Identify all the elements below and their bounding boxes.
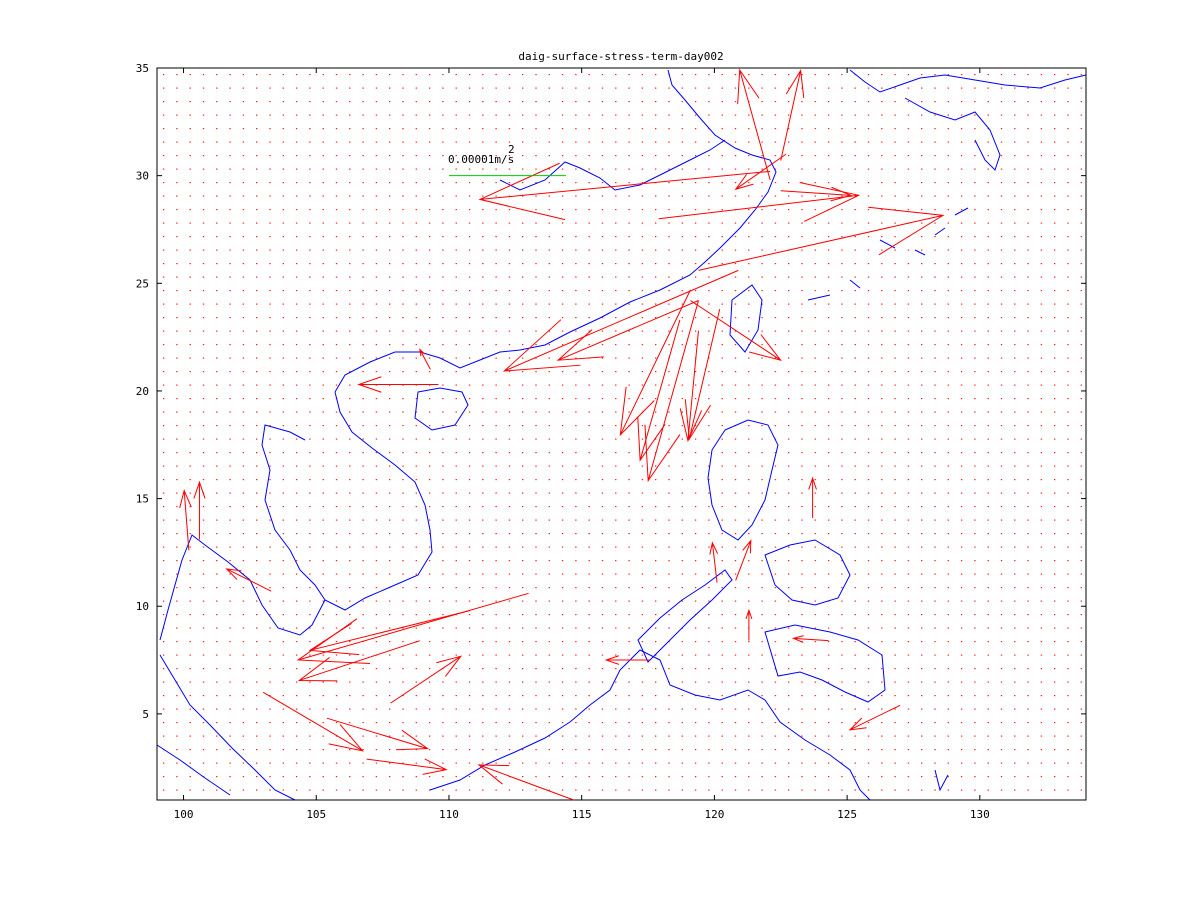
x-tick-label: 120 [704, 808, 724, 821]
vector-arrow [709, 541, 719, 583]
vector-arrow [477, 764, 574, 801]
coastline [414, 387, 469, 431]
coastline [159, 654, 296, 801]
vector-arrow [808, 476, 817, 518]
vector-arrow [366, 758, 448, 775]
y-tick-label: 10 [136, 600, 149, 613]
y-tick-label: 20 [136, 385, 149, 398]
vector-arrow [791, 635, 829, 643]
key-label: 0.00001m/s [448, 153, 514, 166]
vector-arrow [698, 206, 945, 271]
y-tick-label: 30 [136, 170, 149, 183]
x-tick-label: 115 [572, 808, 592, 821]
plot-frame [156, 67, 1087, 801]
vector-arrow [848, 704, 901, 731]
y-tick-label: 25 [136, 277, 149, 290]
vector-arrow [262, 691, 364, 752]
vector-arrow [225, 568, 272, 592]
chart-title: daig-surface-stress-term-day002 [518, 50, 723, 63]
vector-arrow [684, 309, 721, 441]
coastline [904, 97, 1001, 171]
vector-arrow [745, 608, 753, 641]
vector-arrow [734, 153, 787, 191]
coastline [159, 534, 326, 641]
x-tick-label: 105 [306, 808, 326, 821]
vector-arrow [326, 717, 429, 751]
vector-arrow [644, 300, 699, 483]
vector-arrow [658, 182, 861, 222]
coastline [807, 207, 969, 792]
coastline [637, 569, 733, 663]
vector-arrow [193, 480, 206, 540]
key-exponent: 2 [508, 143, 515, 156]
coastline [429, 649, 871, 801]
vector-arrow [780, 186, 853, 202]
coastline [764, 539, 851, 606]
coastline [764, 624, 886, 703]
vector-arrow [619, 289, 691, 437]
vector-arrow [390, 655, 463, 704]
coastlines [156, 69, 1087, 801]
vector-arrow [780, 68, 805, 161]
coastline [849, 69, 1087, 93]
vector-arrow [637, 319, 681, 462]
coastline [334, 69, 777, 393]
y-tick-label: 15 [136, 493, 149, 506]
vector-arrow [556, 300, 699, 361]
coastline [729, 284, 763, 353]
vector-arrow [735, 539, 752, 581]
coastline [261, 391, 433, 611]
coastline [707, 419, 779, 541]
coastline [156, 744, 231, 796]
coastline [499, 139, 726, 191]
vector-arrow [502, 269, 739, 372]
vector-arrow [297, 640, 420, 682]
y-tick-label: 5 [142, 708, 149, 721]
x-tick-label: 110 [439, 808, 459, 821]
vector-arrow [357, 376, 439, 393]
vector-arrow [419, 348, 431, 370]
vector-arrow [604, 655, 651, 665]
vector-arrow [679, 330, 703, 443]
vector-arrow [690, 300, 782, 362]
x-tick-label: 130 [970, 808, 990, 821]
vector-arrow [737, 68, 771, 181]
x-tick-label: 100 [174, 808, 194, 821]
x-tick-label: 125 [837, 808, 857, 821]
vector-arrow [179, 489, 192, 551]
y-tick-label: 35 [136, 62, 149, 75]
vector-arrow [308, 610, 471, 656]
